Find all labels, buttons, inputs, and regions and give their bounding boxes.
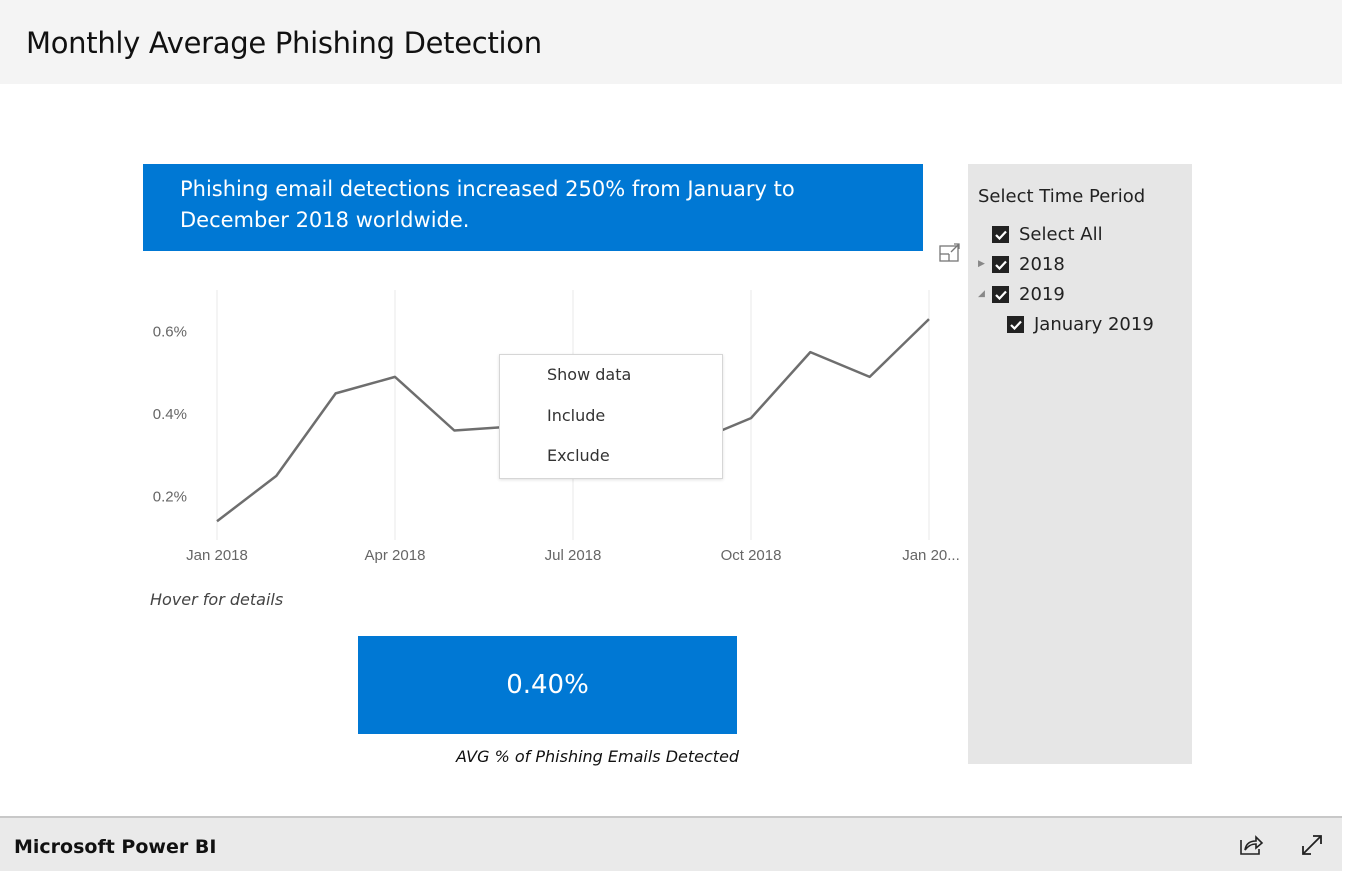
- y-tick-label: 0.6%: [153, 324, 187, 341]
- collapse-caret-icon[interactable]: ◢: [978, 289, 985, 299]
- x-tick-label: Jul 2018: [545, 547, 602, 564]
- x-tick-label: Oct 2018: [721, 547, 782, 564]
- checkbox-checked-icon[interactable]: [992, 226, 1009, 243]
- x-tick-label: Jan 20...: [902, 547, 960, 564]
- data-point: [926, 316, 932, 322]
- x-tick-label: Jan 2018: [186, 547, 248, 564]
- kpi-value: 0.40%: [506, 670, 589, 700]
- slicer-item-january-2019[interactable]: January 2019: [1007, 314, 1154, 335]
- checkbox-checked-icon[interactable]: [992, 286, 1009, 303]
- y-tick-label: 0.2%: [153, 489, 187, 506]
- slicer-item-2018[interactable]: 2018: [992, 254, 1065, 275]
- page-title: Monthly Average Phishing Detection: [26, 26, 542, 60]
- slicer-title: Select Time Period: [978, 186, 1146, 207]
- slicer-item-label: 2019: [1019, 284, 1065, 305]
- data-point: [214, 518, 220, 524]
- fullscreen-icon[interactable]: [1299, 832, 1325, 858]
- data-point: [867, 374, 873, 380]
- slicer-item-label: 2018: [1019, 254, 1065, 275]
- checkbox-checked-icon[interactable]: [992, 256, 1009, 273]
- slicer-item-label: Select All: [1019, 224, 1103, 245]
- kpi-label: AVG % of Phishing Emails Detected: [456, 747, 740, 766]
- insight-banner: Phishing email detections increased 250%…: [143, 164, 923, 251]
- report-header: Monthly Average Phishing Detection: [0, 0, 1342, 84]
- menu-item-show-data[interactable]: Show data: [547, 365, 632, 384]
- time-period-slicer: Select Time Period Select All ▶ 2018 ◢ 2…: [968, 164, 1192, 764]
- data-point: [451, 428, 457, 434]
- y-tick-label: 0.4%: [153, 406, 187, 423]
- focus-mode-icon[interactable]: [939, 243, 961, 263]
- data-point: [333, 390, 339, 396]
- slicer-item-select-all[interactable]: Select All: [992, 224, 1103, 245]
- x-tick-label: Apr 2018: [365, 547, 426, 564]
- menu-item-include[interactable]: Include: [547, 406, 606, 425]
- data-point: [392, 374, 398, 380]
- checkbox-checked-icon[interactable]: [1007, 316, 1024, 333]
- slicer-item-2019[interactable]: 2019: [992, 284, 1065, 305]
- hover-hint: Hover for details: [150, 590, 284, 609]
- footer-bar: Microsoft Power BI: [0, 816, 1342, 871]
- context-menu: Show data Include Exclude: [499, 354, 723, 479]
- brand-label: Microsoft Power BI: [14, 836, 217, 858]
- data-point: [273, 473, 279, 479]
- kpi-card: 0.40%: [358, 636, 737, 734]
- data-point: [807, 349, 813, 355]
- menu-item-exclude[interactable]: Exclude: [547, 446, 610, 465]
- data-point: [748, 415, 754, 421]
- expand-caret-icon[interactable]: ▶: [978, 259, 985, 269]
- share-icon[interactable]: [1238, 832, 1264, 858]
- slicer-item-label: January 2019: [1034, 314, 1154, 335]
